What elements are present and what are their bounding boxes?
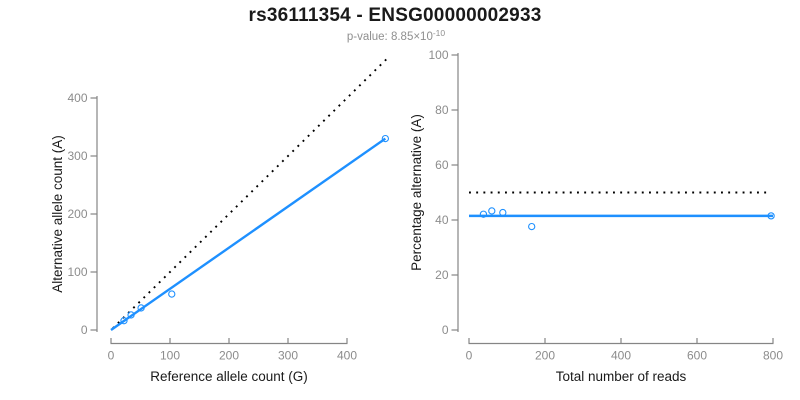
data-point [137,304,145,312]
data-point [499,208,507,217]
y-tick-label: 300 [67,149,87,163]
y-tick-label: 100 [67,265,87,279]
data-point [127,311,135,319]
pvalue-label: p-value: 8.85×10 [346,31,433,43]
y-tick-label: 200 [67,207,87,221]
data-point [479,210,488,218]
x-tick-label: 600 [687,349,707,363]
y-tick-label: 100 [428,48,448,62]
fit-line [110,137,387,331]
data-point [120,317,128,325]
data-point [767,212,775,220]
identity-line [112,55,391,329]
x-tick-label: 200 [219,349,239,363]
data-point [488,207,496,215]
y-tick-label: 40 [435,213,449,227]
y-tick-label: 0 [442,323,449,337]
figure-subtitle: p-value: 8.85×10-10 [0,28,792,43]
x-tick-label: 0 [108,349,115,363]
x-tick-label: 100 [160,349,180,363]
x-tick-label: 300 [278,349,298,363]
x-tick-label: 0 [466,349,473,363]
y-tick-label: 60 [435,158,449,172]
x-axis-title: Reference allele count (G) [150,369,308,384]
pvalue-exponent: -10 [432,28,446,38]
data-point [168,290,176,298]
y-tick-label: 400 [67,91,87,105]
y-axis-title: Alternative allele count (A) [50,135,65,293]
x-tick-label: 800 [763,349,783,363]
y-tick-label: 80 [435,103,449,117]
y-axis-title: Percentage alternative (A) [409,114,424,271]
data-point [528,222,536,231]
y-tick-label: 20 [435,268,449,282]
figure-title: rs36111354 - ENSG00000002933 [248,5,542,26]
y-tick-label: 0 [81,323,88,337]
data-point [381,134,389,143]
x-axis-title: Total number of reads [556,369,687,384]
x-tick-label: 200 [535,349,555,363]
panel-right: 0 20 40 60 80 100 0 200 400 600 800 Total number of… [409,48,783,384]
panel-left: 0 100 200 300 400 0 100 200 300 400 Reference alle… [50,55,391,384]
x-tick-label: 400 [337,349,357,363]
x-tick-label: 400 [611,349,631,363]
